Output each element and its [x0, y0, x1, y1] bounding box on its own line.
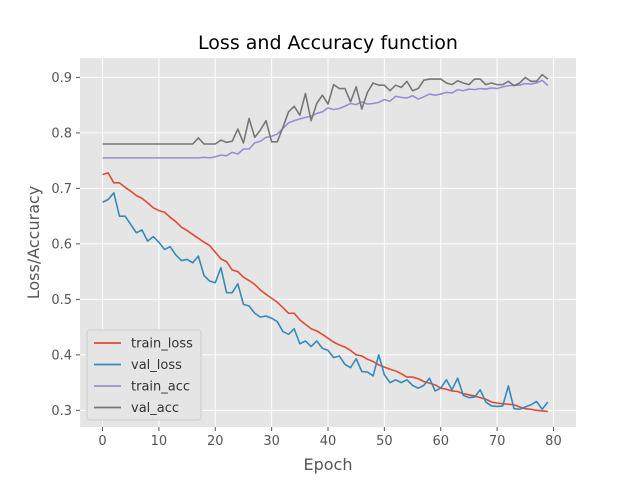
grid — [80, 58, 576, 427]
series-line-val_loss — [102, 192, 549, 411]
x-tick-label: 40 — [320, 434, 337, 449]
legend-label-val_acc: val_acc — [131, 401, 179, 416]
series-line-train_loss — [102, 172, 548, 413]
legend-label-train_acc: train_acc — [131, 380, 190, 395]
x-tick-label: 0 — [98, 434, 106, 449]
y-axis-label: Loss/Accuracy — [24, 186, 43, 300]
y-tick-label: 0.7 — [51, 182, 72, 197]
y-tick-label: 0.5 — [51, 293, 72, 308]
series-line-train_acc — [102, 79, 549, 159]
legend-label-val_loss: val_loss — [131, 358, 182, 373]
x-tick-label: 60 — [432, 434, 449, 449]
legend-label-train_loss: train_loss — [131, 337, 193, 352]
ticks: 0 10 20 30 40 50 60 70 80 0.3 0.4 0.5 0.6 0.7 0.8 0.9 — [51, 71, 561, 449]
y-tick-label: 0.6 — [51, 237, 72, 252]
x-tick-label: 70 — [489, 434, 506, 449]
y-tick-label: 0.8 — [51, 126, 72, 141]
x-tick-label: 50 — [376, 434, 393, 449]
x-tick-label: 80 — [545, 434, 562, 449]
x-tick-label: 20 — [207, 434, 224, 449]
x-axis-label: Epoch — [304, 455, 353, 474]
series-layer — [102, 73, 549, 413]
legend-box — [86, 329, 202, 421]
x-tick-label: 10 — [151, 434, 168, 449]
y-tick-label: 0.3 — [51, 404, 72, 419]
y-tick-label: 0.9 — [51, 71, 72, 86]
y-tick-label: 0.4 — [51, 348, 72, 363]
x-tick-label: 30 — [263, 434, 280, 449]
series-line-val_acc — [102, 73, 549, 145]
legend: train_loss val_loss train_acc val_acc — [86, 329, 202, 421]
chart-title: Loss and Accuracy function — [198, 32, 458, 54]
